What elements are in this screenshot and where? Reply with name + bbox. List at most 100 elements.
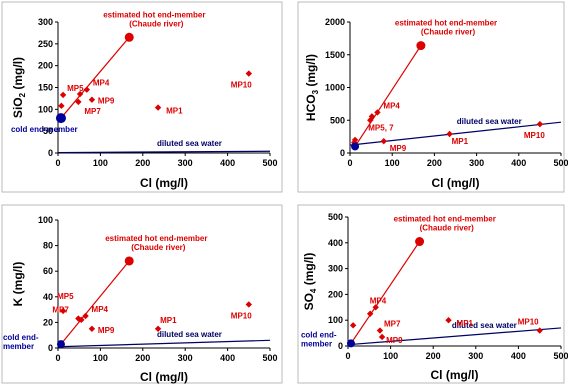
hot-end-member-sublabel: (Chaude river) <box>129 19 184 28</box>
sample-point <box>368 113 376 120</box>
sample-label: MP7 <box>84 107 101 116</box>
y-axis-title-subscript: 3 <box>311 89 320 94</box>
x-tick-label: 200 <box>135 353 150 363</box>
y-axis-title: SO4 (mg/l) <box>302 253 318 311</box>
sample-label: MP5 <box>67 84 84 93</box>
x-tick-label: 0 <box>347 158 352 168</box>
hot-end-member-label: estimated hot end-member <box>395 19 497 28</box>
y-tick-label: 0 <box>340 148 345 158</box>
hot-mixing-line <box>354 45 422 147</box>
sample-label: MP9 <box>98 326 115 335</box>
hot-mixing-line <box>60 260 130 345</box>
x-tick-label: 0 <box>345 351 350 361</box>
hot-end-member-sublabel: (Chaude river) <box>131 243 186 252</box>
x-tick-label: 100 <box>93 353 108 363</box>
cold-end-member-point <box>346 339 355 348</box>
sample-label: MP1 <box>166 107 183 116</box>
chart-panel-2: 0 100 200 300 400 500 0 500 1000 1500 2000 Cl (mg/l… <box>297 1 568 193</box>
sample-point <box>374 109 381 116</box>
panel-frame <box>297 1 565 193</box>
y-tick-label: 0 <box>338 341 343 351</box>
y-axis-title: HCO3 (mg/l) <box>304 54 320 121</box>
x-tick-label: 300 <box>468 351 483 361</box>
sample-point <box>88 325 96 332</box>
sample-point <box>376 327 384 334</box>
y-tick-label: 200 <box>38 61 53 71</box>
sample-label: MP10 <box>524 131 545 140</box>
x-tick-label: 500 <box>262 158 277 168</box>
sample-point <box>59 91 67 99</box>
cold-end-member-label: cold end-member <box>11 125 78 134</box>
sample-point <box>536 120 544 128</box>
x-tick-label: 400 <box>511 351 526 361</box>
y-tick-label: 100 <box>328 315 343 325</box>
x-tick-label: 200 <box>427 158 442 168</box>
cold-end-member-sublabel: member <box>3 342 34 351</box>
sample-label: MP9 <box>390 144 407 153</box>
sample-label: MP7 <box>384 320 401 329</box>
x-tick-label: 400 <box>220 353 235 363</box>
sea-water-mixing-line <box>347 327 562 346</box>
x-tick-label: 500 <box>262 353 277 363</box>
y-axis-title-subscript: 2 <box>18 92 27 97</box>
sample-point <box>88 96 96 103</box>
sample-label: MP4 <box>93 79 110 88</box>
hot-end-member-label: estimated hot end-member <box>105 234 207 243</box>
y-tick-label: 40 <box>43 292 53 302</box>
sample-label: MP5, 7 <box>368 123 394 132</box>
y-tick-label: 1500 <box>325 50 345 60</box>
y-tick-label: 80 <box>43 241 53 251</box>
hot-end-member-point <box>124 256 134 266</box>
y-axis-title: K (mg/l) <box>11 262 25 307</box>
x-tick-label: 300 <box>178 353 193 363</box>
cold-end-member-point <box>351 142 360 151</box>
chart-panel-3: 0 100 200 300 400 500 0 20 40 60 80 100 Cl (mg/l) K (… <box>1 204 283 384</box>
sample-point <box>445 317 452 324</box>
x-tick-label: 100 <box>385 158 400 168</box>
y-axis-title-main: K <box>11 297 25 306</box>
sample-label: MP5 <box>57 292 74 301</box>
hot-end-member-point <box>415 237 425 247</box>
x-axis-title: Cl (mg/l) <box>432 176 480 190</box>
y-tick-label: 500 <box>330 115 345 125</box>
sample-point <box>380 138 387 145</box>
y-tick-label: 300 <box>38 17 53 27</box>
y-tick-label: 60 <box>43 266 53 276</box>
y-axis-title: SiO2 (mg/l) <box>11 57 27 118</box>
sample-point <box>446 130 453 138</box>
y-tick-label: 100 <box>38 215 53 225</box>
x-axis-title: Cl (mg/l) <box>140 176 188 190</box>
sample-point <box>366 310 374 317</box>
sample-point <box>58 102 65 110</box>
y-axis-title-unit: (mg/l) <box>11 262 25 298</box>
sample-point <box>59 307 67 315</box>
sample-point <box>83 86 91 93</box>
y-axis-title-main: HCO <box>304 94 318 121</box>
sample-point <box>372 304 379 311</box>
hot-mixing-line <box>60 36 130 119</box>
x-tick-label: 0 <box>55 353 60 363</box>
y-tick-label: 200 <box>328 289 343 299</box>
sea-water-mixing-line <box>57 150 271 154</box>
sample-label: MP1 <box>457 319 474 328</box>
cold-end-member-sublabel: member <box>301 339 332 348</box>
sample-label: MP9 <box>98 97 115 106</box>
hot-end-member-sublabel: (Chaude river) <box>420 224 475 233</box>
hot-end-member-point <box>416 41 426 51</box>
x-tick-label: 300 <box>178 158 193 168</box>
panel-frame <box>1 204 283 384</box>
hot-end-member-sublabel: (Chaude river) <box>421 28 476 37</box>
hot-end-member-label: estimated hot end-member <box>394 215 496 224</box>
y-axis-title-unit: (mg/l) <box>304 54 318 90</box>
hot-mixing-line <box>350 241 421 344</box>
sea-water-label: diluted sea water <box>157 330 222 339</box>
sample-label: MP10 <box>231 81 252 90</box>
sample-point <box>536 327 543 334</box>
x-tick-label: 0 <box>55 158 60 168</box>
sample-point <box>349 322 357 329</box>
sample-point <box>75 315 82 322</box>
sample-point <box>154 104 162 111</box>
cold-end-member-label: cold end- <box>3 333 39 342</box>
sea-water-label: diluted sea water <box>157 139 222 148</box>
